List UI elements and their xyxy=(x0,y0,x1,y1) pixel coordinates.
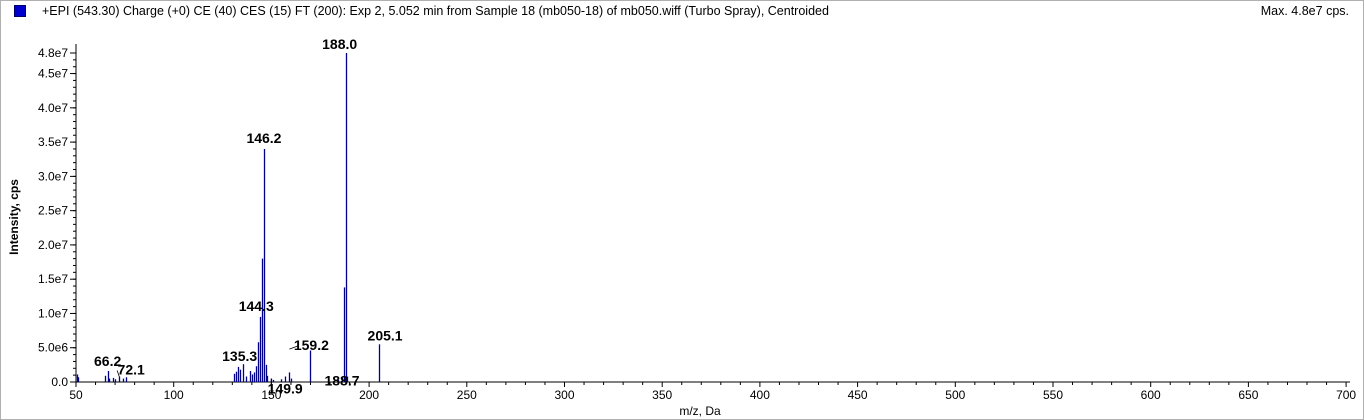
x-tick-label: 200 xyxy=(359,388,379,402)
y-tick-label: 4.8e7 xyxy=(38,46,68,60)
y-tick-label: 0.0 xyxy=(51,375,68,389)
x-tick-label: 600 xyxy=(1141,388,1161,402)
x-tick-label: 650 xyxy=(1238,388,1258,402)
series-legend-swatch[interactable] xyxy=(14,5,26,17)
spectrum-peaks xyxy=(76,53,381,382)
spectrum-header: +EPI (543.30) Charge (+0) CE (40) CES (1… xyxy=(0,0,1364,22)
x-tick-label: 250 xyxy=(457,388,477,402)
peak-label: 135.3 xyxy=(222,348,257,364)
y-tick-label: 1.0e7 xyxy=(38,306,68,320)
x-tick-label: 50 xyxy=(69,388,83,402)
y-tick-label: 5.0e6 xyxy=(38,341,68,355)
peak-label: 149.9 xyxy=(268,381,303,397)
x-axis-label: m/z, Da xyxy=(679,404,721,418)
peak-label-leader xyxy=(289,345,298,350)
peak-labels: 188.0 146.2 144.3 205.1 159.2 135.3 66.272.1 14… xyxy=(94,36,403,397)
x-tick-label: 500 xyxy=(945,388,965,402)
y-tick-label: 2.5e7 xyxy=(38,204,68,218)
y-tick-label: 4.5e7 xyxy=(38,67,68,81)
peak-label: 205.1 xyxy=(368,327,403,343)
y-tick-label: 2.0e7 xyxy=(38,238,68,252)
x-tick-label: 300 xyxy=(554,388,574,402)
x-tick-label: 550 xyxy=(1043,388,1063,402)
x-tick-label: 350 xyxy=(652,388,672,402)
chart-axes: 50 100 150 200 250 300 350 400 450 500 550 600 650 70… xyxy=(38,44,1356,402)
peak-label: 72.1 xyxy=(118,362,145,378)
max-intensity-label: Max. 4.8e7 cps. xyxy=(1260,4,1349,18)
peak-label: 144.3 xyxy=(239,298,274,314)
x-tick-label: 150 xyxy=(261,388,281,402)
y-tick-label: 3.0e7 xyxy=(38,169,68,183)
peak-label-leader xyxy=(116,370,120,377)
x-tick-label: 100 xyxy=(164,388,184,402)
x-tick-label: 700 xyxy=(1336,388,1356,402)
y-tick-label: 4.0e7 xyxy=(38,101,68,115)
y-tick-label: 1.5e7 xyxy=(38,272,68,286)
y-tick-label: 3.5e7 xyxy=(38,135,68,149)
peak-label: 159.2 xyxy=(294,337,329,353)
x-tick-label: 400 xyxy=(750,388,770,402)
peak-label: 66.2 xyxy=(94,353,121,369)
peak-label: 146.2 xyxy=(246,130,281,146)
peak-label: 188.7 xyxy=(324,373,359,389)
spectrum-title: +EPI (543.30) Charge (+0) CE (40) CES (1… xyxy=(42,4,829,18)
x-tick-label: 450 xyxy=(848,388,868,402)
peak-label: 188.0 xyxy=(322,36,357,52)
